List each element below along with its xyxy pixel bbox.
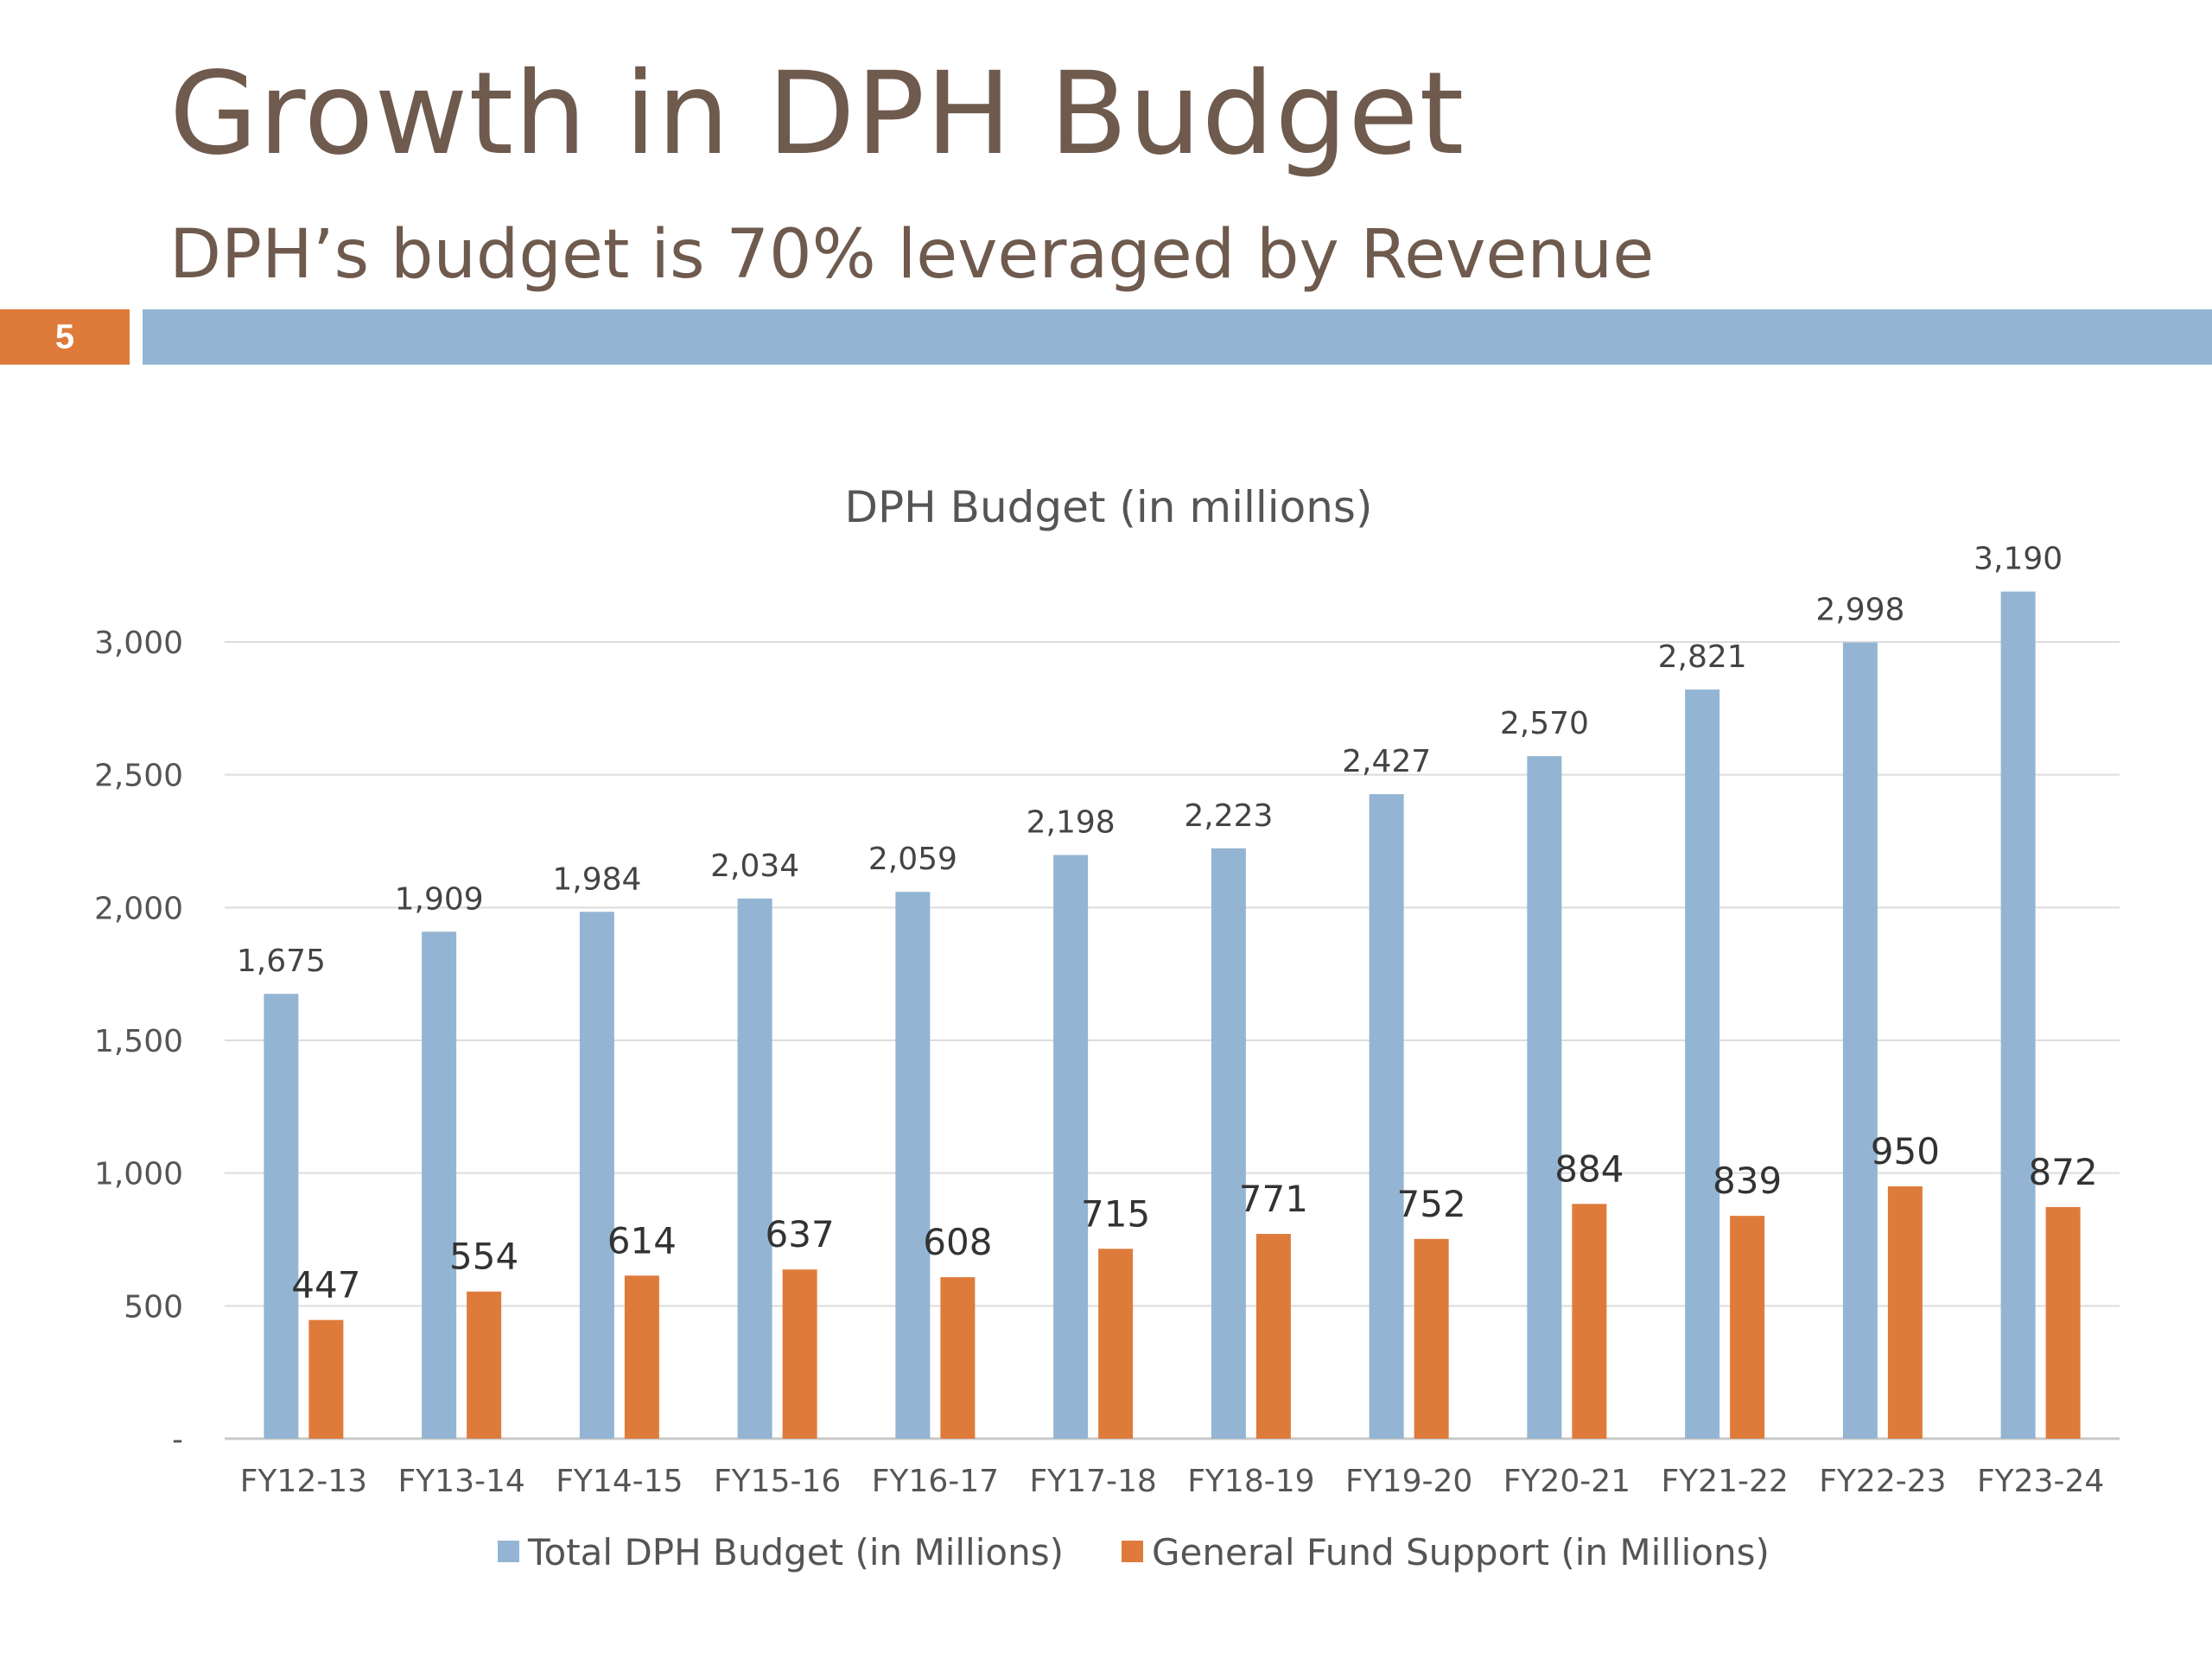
x-tick-label: FY18-19: [1187, 1464, 1314, 1499]
x-tick-label: FY19-20: [1345, 1464, 1472, 1499]
y-tick-label: 500: [124, 1289, 183, 1325]
data-label-general-fund-support: 715: [1081, 1192, 1150, 1235]
bar-general-fund-support: [308, 1319, 344, 1439]
data-label-general-fund-support: 637: [766, 1213, 835, 1255]
data-label-general-fund-support: 872: [2029, 1151, 2098, 1193]
page-number-badge: 5: [0, 309, 130, 365]
y-axis: - 500 1,000 1,500 2,000 2,500 3,000: [94, 626, 183, 1458]
slide-subtitle: DPH’s budget is 70% leveraged by Revenue: [169, 216, 1655, 294]
data-label-total-dph-budget: 2,821: [1658, 639, 1747, 675]
x-tick-label: FY23-24: [1977, 1464, 2104, 1499]
chart-title: DPH Budget (in millions): [845, 482, 1373, 532]
bar-total-dph-budget: [579, 912, 614, 1439]
bar-total-dph-budget: [2000, 591, 2036, 1439]
data-label-total-dph-budget: 2,570: [1500, 706, 1589, 741]
bar-total-dph-budget: [1211, 848, 1246, 1439]
data-label-total-dph-budget: 2,427: [1342, 744, 1431, 779]
legend: Total DPH Budget (in Millions) General Fu…: [498, 1531, 1770, 1573]
x-tick-label: FY15-16: [714, 1464, 841, 1499]
bar-general-fund-support: [1730, 1216, 1765, 1439]
x-tick-label: FY20-21: [1503, 1464, 1630, 1499]
data-label-total-dph-budget: 1,909: [395, 881, 484, 917]
bar-total-dph-budget: [422, 931, 457, 1439]
slide-title: Growth in DPH Budget: [169, 48, 1465, 181]
bar-total-dph-budget: [1369, 794, 1404, 1439]
data-label-general-fund-support: 771: [1239, 1178, 1308, 1220]
data-label-general-fund-support: 839: [1713, 1160, 1782, 1202]
y-tick-label: 3,000: [94, 626, 183, 661]
y-tick-label: 2,500: [94, 759, 183, 794]
x-tick-label: FY21-22: [1661, 1464, 1788, 1499]
bar-general-fund-support: [467, 1291, 502, 1439]
legend-swatch: [1122, 1541, 1143, 1562]
bar-general-fund-support: [1414, 1238, 1449, 1439]
bar-general-fund-support: [1572, 1204, 1607, 1439]
data-label-general-fund-support: 447: [291, 1264, 360, 1306]
bar-total-dph-budget: [264, 994, 299, 1439]
data-label-total-dph-budget: 1,675: [237, 944, 326, 979]
x-tick-label: FY13-14: [397, 1464, 524, 1499]
bar-total-dph-budget: [1053, 855, 1089, 1439]
legend-label: General Fund Support (in Millions): [1152, 1531, 1770, 1573]
bar-total-dph-budget: [1527, 756, 1562, 1439]
x-tick-label: FY22-23: [1819, 1464, 1946, 1499]
data-label-general-fund-support: 884: [1554, 1147, 1624, 1190]
x-axis: FY12-13 FY13-14 FY14-15 FY15-16 FY16-17 FY17-…: [240, 1464, 2105, 1499]
x-tick-label: FY12-13: [240, 1464, 367, 1499]
data-label-total-dph-budget: 2,998: [1815, 593, 1904, 628]
bar-total-dph-budget: [895, 892, 931, 1439]
data-label-general-fund-support: 608: [923, 1221, 992, 1263]
bar-total-dph-budget: [1842, 642, 1878, 1439]
bar-general-fund-support: [1098, 1249, 1134, 1439]
bar-general-fund-support: [624, 1275, 659, 1439]
data-label-general-fund-support: 752: [1397, 1183, 1466, 1225]
data-label-total-dph-budget: 2,034: [710, 849, 799, 884]
data-label-total-dph-budget: 2,198: [1027, 804, 1116, 840]
legend-label: Total DPH Budget (in Millions): [527, 1531, 1064, 1573]
gridlines: [225, 641, 2120, 1440]
data-label-general-fund-support: 554: [449, 1236, 518, 1278]
y-tick-label: 1,500: [94, 1024, 183, 1059]
legend-swatch: [498, 1541, 519, 1562]
data-label-total-dph-budget: 2,223: [1184, 798, 1273, 834]
y-tick-label: -: [172, 1422, 183, 1458]
x-tick-label: FY17-18: [1029, 1464, 1156, 1499]
data-label-total-dph-budget: 3,190: [1974, 542, 2063, 577]
bar-total-dph-budget: [737, 898, 772, 1439]
bar-general-fund-support: [1887, 1186, 1923, 1439]
data-label-general-fund-support: 950: [1871, 1130, 1940, 1173]
x-tick-label: FY14-15: [556, 1464, 683, 1499]
header-rule: [143, 309, 2212, 365]
bar-total-dph-budget: [1685, 690, 1720, 1439]
y-tick-label: 2,000: [94, 891, 183, 926]
data-label-total-dph-budget: 1,984: [552, 861, 641, 897]
bar-general-fund-support: [2045, 1207, 2081, 1439]
bar-general-fund-support: [782, 1269, 817, 1439]
bars: [264, 591, 2081, 1439]
x-tick-label: FY16-17: [872, 1464, 999, 1499]
data-label-general-fund-support: 614: [607, 1219, 677, 1262]
data-label-total-dph-budget: 2,059: [868, 842, 957, 877]
bar-general-fund-support: [1255, 1234, 1291, 1439]
bar-labels: 1,675 447 1,909 554 1,984 614 2,034 637 2,059 608…: [237, 542, 2098, 1306]
bar-general-fund-support: [940, 1277, 976, 1439]
y-tick-label: 1,000: [94, 1157, 183, 1192]
